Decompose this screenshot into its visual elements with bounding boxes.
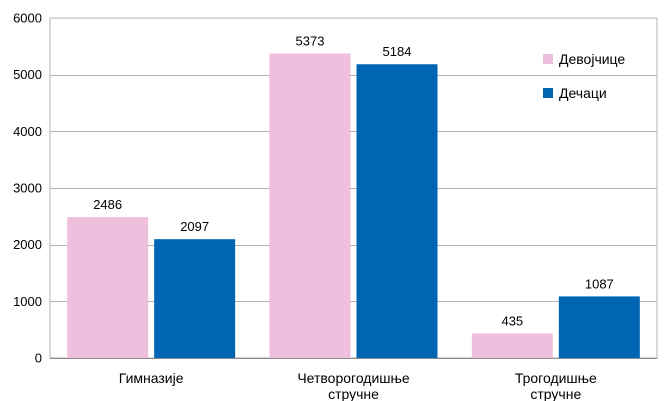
y-tick-label: 5000: [13, 67, 42, 82]
data-label: 2097: [180, 219, 209, 234]
data-label: 5373: [296, 34, 325, 49]
x-category-label: стручне: [530, 386, 581, 401]
bars: [67, 53, 640, 359]
x-category-label: Четворогодишње: [297, 370, 410, 386]
data-label: 5184: [383, 44, 412, 59]
y-axis-ticks: 0 1000 2000 3000 4000 5000 6000: [13, 11, 42, 366]
legend-label: Девојчице: [559, 51, 625, 67]
x-category-label: стручне: [328, 386, 379, 401]
data-label: 2486: [93, 197, 122, 212]
data-label: 1087: [585, 276, 614, 291]
data-label: 435: [501, 313, 523, 328]
bar: [558, 296, 640, 358]
x-category-label: Гимназије: [119, 370, 184, 386]
legend-swatch: [543, 54, 553, 64]
bar: [471, 333, 553, 358]
gridlines: [49, 17, 658, 359]
y-tick-label: 4000: [13, 124, 42, 139]
legend-swatch: [543, 88, 553, 98]
bar: [154, 239, 236, 358]
y-tick-label: 1000: [13, 294, 42, 309]
y-tick-label: 6000: [13, 11, 42, 26]
x-category-label: Трогодишње: [515, 370, 597, 386]
bar: [356, 64, 438, 359]
x-axis-categories: Гимназије ЧетворогодишњестручнеТрогодишње…: [119, 370, 597, 401]
y-tick-label: 3000: [13, 181, 42, 196]
legend-label: Дечаци: [559, 85, 607, 101]
legend: Девојчице Дечаци: [543, 51, 625, 101]
y-tick-label: 0: [35, 351, 42, 366]
y-tick-label: 2000: [13, 237, 42, 252]
data-labels: 2486 2097 5373 5184 435 1087: [93, 34, 614, 329]
bar: [269, 53, 351, 358]
bar: [67, 217, 149, 358]
